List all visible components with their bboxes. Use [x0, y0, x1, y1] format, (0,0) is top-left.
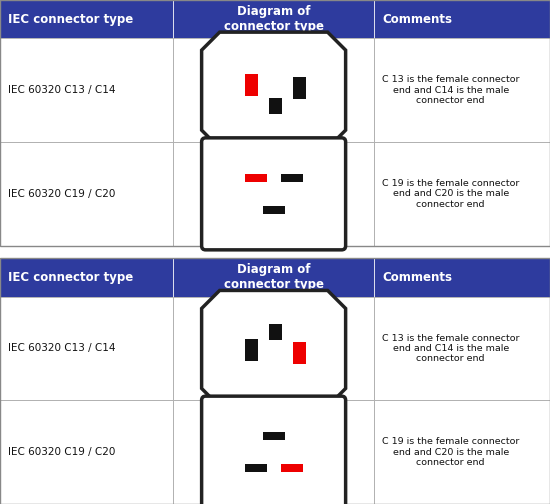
Text: IEC 60320 C19 / C20: IEC 60320 C19 / C20	[8, 189, 116, 199]
Bar	[173, 296, 374, 400]
Text: IEC connector type: IEC connector type	[8, 271, 133, 284]
Bar	[269, 98, 282, 114]
Bar	[245, 174, 267, 182]
Text: C 13 is the female connector
end and C14 is the male
connector end: C 13 is the female connector end and C14…	[382, 334, 520, 363]
Bar	[173, 38, 374, 142]
Bar	[0, 0, 173, 38]
Bar	[374, 258, 550, 296]
Text: C 13 is the female connector
end and C14 is the male
connector end: C 13 is the female connector end and C14…	[382, 75, 520, 105]
Text: Diagram of
connector type: Diagram of connector type	[224, 5, 323, 33]
Bar	[374, 38, 550, 142]
Bar	[0, 38, 173, 142]
Bar	[374, 400, 550, 504]
Bar	[374, 142, 550, 245]
Bar	[173, 142, 374, 245]
Bar	[374, 0, 550, 38]
Text: Comments: Comments	[382, 13, 452, 26]
Polygon shape	[202, 32, 345, 148]
Text: Comments: Comments	[382, 271, 452, 284]
Bar	[374, 296, 550, 400]
Bar	[293, 342, 306, 364]
Polygon shape	[202, 290, 345, 406]
Text: C 19 is the female connector
end and C20 is the male
connector end: C 19 is the female connector end and C20…	[382, 437, 519, 467]
FancyBboxPatch shape	[202, 396, 345, 504]
Bar	[173, 258, 374, 296]
Bar	[280, 174, 302, 182]
Text: C 19 is the female connector
end and C20 is the male
connector end: C 19 is the female connector end and C20…	[382, 179, 519, 209]
Bar	[245, 340, 258, 361]
Text: IEC connector type: IEC connector type	[8, 13, 133, 26]
Text: Diagram of
connector type: Diagram of connector type	[224, 264, 323, 291]
Bar	[245, 464, 267, 472]
Bar	[269, 325, 282, 341]
Text: IEC 60320 C19 / C20: IEC 60320 C19 / C20	[8, 447, 116, 457]
Bar	[263, 432, 285, 440]
Text: IEC 60320 C13 / C14: IEC 60320 C13 / C14	[8, 85, 116, 95]
Bar	[0, 142, 173, 245]
Bar	[245, 74, 258, 96]
Bar	[280, 464, 302, 472]
Bar	[293, 77, 306, 99]
Bar	[0, 400, 173, 504]
FancyBboxPatch shape	[202, 138, 345, 250]
Bar	[173, 0, 374, 38]
Bar	[0, 258, 550, 504]
Bar	[0, 296, 173, 400]
Bar	[0, 0, 550, 245]
Bar	[173, 400, 374, 504]
Text: IEC 60320 C13 / C14: IEC 60320 C13 / C14	[8, 343, 116, 353]
Bar	[263, 206, 285, 214]
Bar	[0, 258, 173, 296]
